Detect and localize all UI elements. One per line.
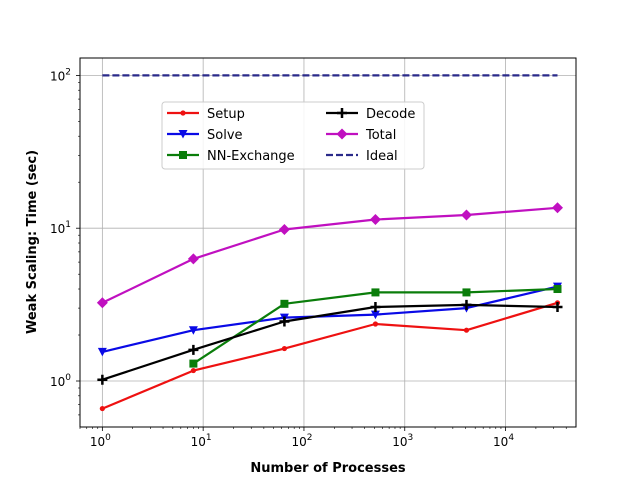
legend-item-nn-exchange: NN-Exchange xyxy=(167,149,295,164)
legend-marker-setup xyxy=(180,110,186,116)
legend-label-total: Total xyxy=(365,128,396,143)
x-tick-label: 104 xyxy=(493,433,514,449)
y-tick-label: 100 xyxy=(50,373,71,389)
x-tick-label: 102 xyxy=(291,433,312,449)
axis-ticks: 100 101 102 103 104 100 101 102 xyxy=(50,67,567,449)
data-point-decode xyxy=(552,302,563,313)
data-point-decode xyxy=(370,302,381,313)
y-axis-title: Weak Scaling: Time (sec) xyxy=(25,150,40,334)
x-tick-label: 101 xyxy=(191,433,212,449)
legend-marker-nn-exchange xyxy=(179,151,187,159)
data-point-setup xyxy=(99,405,105,412)
data-point-nn-exchange xyxy=(553,285,562,294)
data-point-nn-exchange xyxy=(189,359,198,368)
series-setup xyxy=(99,300,561,412)
x-tick-label: 100 xyxy=(90,433,111,449)
series-line-decode xyxy=(102,303,558,381)
data-point-total xyxy=(369,214,381,226)
y-tick-label: 101 xyxy=(50,220,71,236)
series-line-setup xyxy=(101,301,558,410)
legend: Setup Solve NN-Exchange Decode Total Ideal xyxy=(161,101,425,170)
series-total xyxy=(96,202,564,309)
legend-item-setup: Setup xyxy=(167,107,245,122)
y-tick-label: 102 xyxy=(50,67,71,83)
data-point-total xyxy=(187,253,199,265)
legend-item-total: Total xyxy=(326,128,396,143)
data-point-total xyxy=(460,209,472,221)
data-point-decode xyxy=(188,344,199,355)
data-point-decode xyxy=(97,374,108,385)
data-point-setup xyxy=(190,367,196,374)
plot-frame xyxy=(79,57,577,428)
legend-item-ideal: Ideal xyxy=(326,149,398,164)
legend-marker-total xyxy=(336,128,348,140)
legend-marker-solve xyxy=(178,130,188,139)
data-point-nn-exchange xyxy=(280,299,289,308)
legend-marker-decode xyxy=(337,108,347,118)
data-point-total xyxy=(552,202,564,214)
data-point-nn-exchange xyxy=(371,288,380,297)
data-point-decode xyxy=(461,299,472,310)
legend-label-solve: Solve xyxy=(207,128,243,143)
data-point-setup xyxy=(372,321,379,327)
legend-label-decode: Decode xyxy=(366,107,415,122)
data-point-solve xyxy=(188,326,198,335)
data-point-solve xyxy=(97,347,107,357)
data-point-decode xyxy=(279,316,290,327)
series-nn-exchange xyxy=(189,285,562,368)
legend-label-ideal: Ideal xyxy=(366,149,398,164)
x-tick-label: 103 xyxy=(392,433,413,449)
data-point-nn-exchange xyxy=(462,288,471,297)
legend-label-setup: Setup xyxy=(207,107,245,122)
series-decode xyxy=(97,299,563,385)
series-line-total xyxy=(101,206,558,304)
data-point-total xyxy=(278,224,290,236)
series-lines xyxy=(96,74,564,412)
legend-label-nn-exchange: NN-Exchange xyxy=(207,149,295,164)
data-point-total xyxy=(96,297,108,309)
legend-box xyxy=(161,101,425,170)
data-point-solve xyxy=(370,310,380,320)
legend-item-solve: Solve xyxy=(167,128,243,143)
data-point-setup xyxy=(281,345,288,352)
x-axis-title: Number of Processes xyxy=(250,461,406,476)
legend-item-decode: Decode xyxy=(326,107,415,122)
data-point-setup xyxy=(463,327,470,333)
